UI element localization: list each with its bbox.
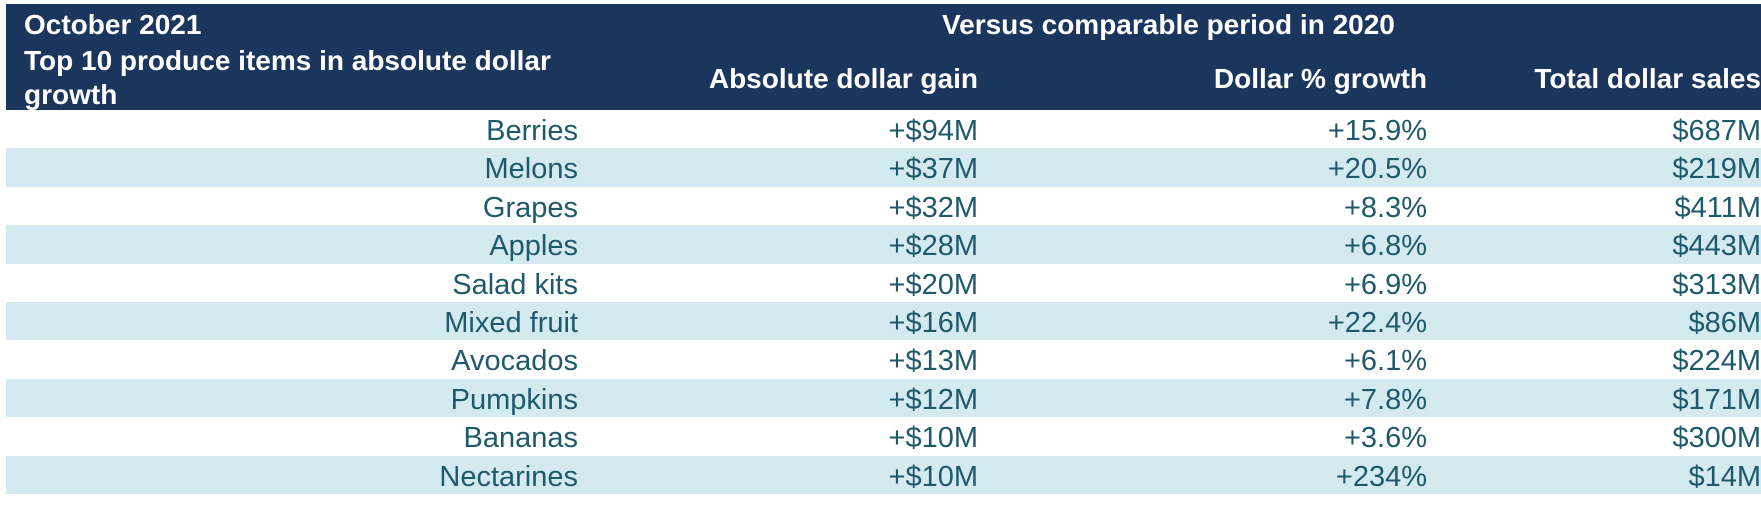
- absolute-gain-cell: +$20M: [888, 268, 978, 301]
- table-row: Grapes +$32M +8.3% $411M: [6, 187, 1761, 225]
- table-row: Berries +$94M +15.9% $687M: [6, 110, 1761, 148]
- absolute-gain-cell: +$94M: [888, 115, 978, 147]
- table-row: Mixed fruit +$16M +22.4% $86M: [6, 301, 1761, 341]
- total-sales-cell: $14M: [1688, 460, 1761, 493]
- total-sales-cell: $411M: [1674, 191, 1761, 224]
- absolute-gain-cell: +$32M: [888, 191, 978, 224]
- absolute-gain-cell: +$28M: [888, 230, 978, 263]
- total-sales-cell: $171M: [1672, 383, 1761, 416]
- item-name-cell: Bananas: [463, 422, 579, 455]
- absolute-gain-cell: +$12M: [888, 383, 978, 416]
- table-row: Melons +$37M +20.5% $219M: [6, 148, 1761, 187]
- table-body: Berries +$94M +15.9% $687M Melons +$37M +20.5%…: [6, 110, 1761, 494]
- percent-growth-cell: +20.5%: [1327, 153, 1427, 186]
- total-sales-cell: $443M: [1672, 230, 1761, 263]
- item-name-cell: Nectarines: [439, 460, 578, 493]
- column-header-total-sales: Total dollar sales: [1534, 63, 1761, 94]
- table-row: Salad kits +$20M +6.9% $313M: [6, 264, 1761, 302]
- percent-growth-cell: +22.4%: [1327, 306, 1427, 339]
- table-row: Apples +$28M +6.8% $443M: [6, 225, 1761, 264]
- item-name-cell: Apples: [489, 230, 578, 263]
- item-name-cell: Berries: [486, 115, 578, 147]
- percent-growth-cell: +6.8%: [1343, 230, 1427, 263]
- percent-growth-cell: +234%: [1335, 460, 1427, 493]
- header-month: October 2021: [24, 9, 202, 40]
- total-sales-cell: $224M: [1672, 345, 1761, 378]
- percent-growth-cell: +6.1%: [1343, 345, 1427, 378]
- absolute-gain-cell: +$10M: [888, 460, 978, 493]
- column-header-percent-growth: Dollar % growth: [1213, 63, 1427, 94]
- item-name-cell: Grapes: [482, 191, 578, 224]
- item-name-cell: Mixed fruit: [444, 306, 578, 339]
- table-row: Bananas +$10M +3.6% $300M: [6, 417, 1761, 455]
- column-header-absolute-gain: Absolute dollar gain: [708, 63, 978, 94]
- table-row: Avocados +$13M +6.1% $224M: [6, 340, 1761, 378]
- percent-growth-cell: +3.6%: [1343, 422, 1427, 455]
- table-row: Nectarines +$10M +234% $14M: [6, 455, 1761, 494]
- total-sales-cell: $313M: [1672, 268, 1761, 301]
- percent-growth-cell: +15.9%: [1327, 115, 1427, 147]
- absolute-gain-cell: +$37M: [888, 153, 978, 186]
- percent-growth-cell: +7.8%: [1343, 383, 1427, 416]
- percent-growth-cell: +8.3%: [1343, 191, 1427, 224]
- item-name-cell: Salad kits: [452, 268, 578, 301]
- absolute-gain-cell: +$16M: [888, 306, 978, 339]
- produce-growth-table: October 2021 Versus comparable period in…: [6, 4, 1761, 494]
- total-sales-cell: $86M: [1688, 306, 1761, 339]
- table-row: Pumpkins +$12M +7.8% $171M: [6, 378, 1761, 418]
- percent-growth-cell: +6.9%: [1343, 268, 1427, 301]
- item-name-cell: Melons: [484, 153, 579, 186]
- absolute-gain-cell: +$10M: [888, 422, 978, 455]
- header-comparison: Versus comparable period in 2020: [942, 9, 1395, 40]
- total-sales-cell: $300M: [1672, 422, 1761, 455]
- absolute-gain-cell: +$13M: [888, 345, 978, 378]
- item-name-cell: Avocados: [451, 345, 578, 378]
- total-sales-cell: $687M: [1672, 115, 1761, 147]
- item-name-cell: Pumpkins: [450, 383, 578, 416]
- table-header: October 2021 Versus comparable period in…: [6, 4, 1761, 110]
- total-sales-cell: $219M: [1672, 153, 1761, 186]
- header-title: Top 10 produce items in absolute dollar …: [24, 45, 551, 110]
